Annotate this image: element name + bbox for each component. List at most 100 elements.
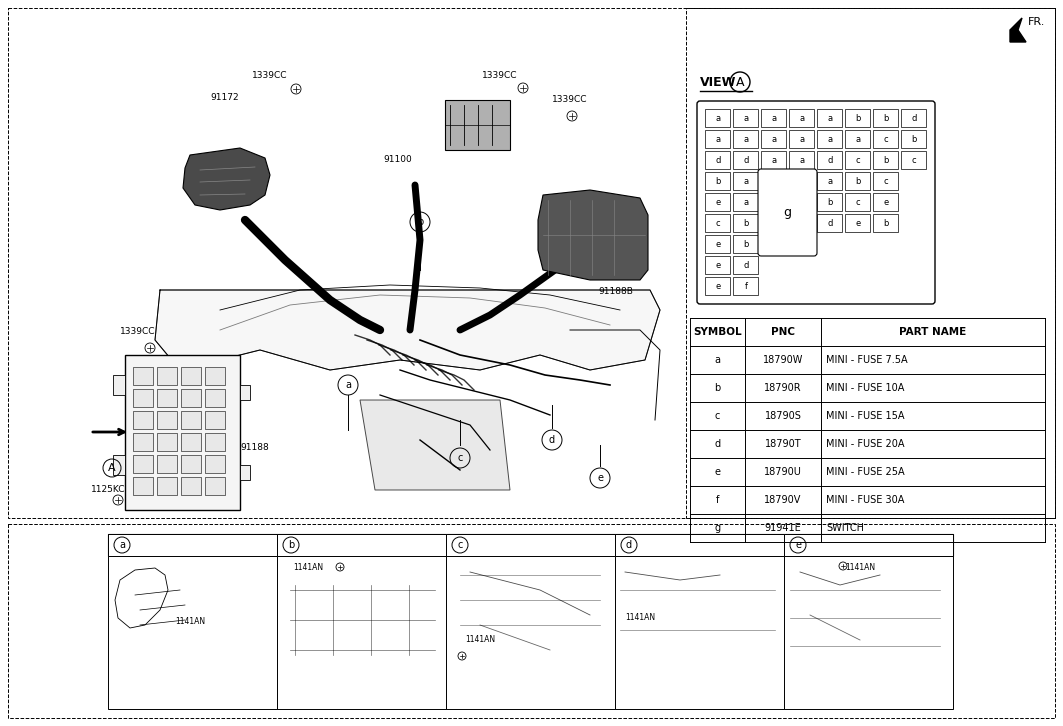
Text: d: d [743,261,748,270]
Bar [108,534,277,556]
Text: VIEW: VIEW [701,76,737,89]
Polygon shape [1010,18,1026,42]
Text: c: c [856,198,860,207]
Text: MINI - FUSE 7.5A: MINI - FUSE 7.5A [826,355,908,365]
Bar [733,256,758,274]
Text: a: a [715,114,721,123]
Bar [181,367,201,385]
Text: f: f [715,495,720,505]
Text: b: b [743,240,748,249]
Bar [784,556,954,709]
Text: c: c [883,135,889,144]
Bar [873,151,898,169]
Bar [181,411,201,429]
Text: 1339CC: 1339CC [120,327,156,336]
Bar [205,411,225,429]
Bar [789,109,814,127]
Bar [733,172,758,190]
Text: a: a [856,135,861,144]
Text: e: e [715,240,721,249]
Bar [615,556,784,709]
Bar [845,130,870,148]
Text: a: a [345,380,351,390]
Bar [108,534,954,556]
Bar [705,109,730,127]
Text: e: e [883,198,889,207]
Bar [761,109,786,127]
Text: FR.: FR. [1028,17,1045,27]
Text: a: a [715,135,721,144]
Text: 1141AN: 1141AN [175,618,205,627]
Text: d: d [715,156,721,165]
Bar [873,130,898,148]
Bar [873,193,898,211]
Text: b: b [883,114,889,123]
Text: e: e [715,261,721,270]
Text: MINI - FUSE 15A: MINI - FUSE 15A [826,411,905,421]
Bar [705,193,730,211]
Bar [845,109,870,127]
Bar [873,214,898,232]
Text: b: b [856,114,861,123]
Bar [181,455,201,473]
Text: a: a [772,135,777,144]
Bar [9,524,1054,718]
Text: 91941E: 91941E [764,523,802,533]
Bar [615,534,784,556]
Text: 18790S: 18790S [764,411,802,421]
Text: d: d [911,114,916,123]
Text: a: a [799,156,805,165]
Text: d: d [549,435,555,445]
Bar [705,172,730,190]
Text: b: b [883,219,889,228]
Bar [205,477,225,495]
Bar [181,477,201,495]
Bar [733,214,758,232]
Bar [733,151,758,169]
Text: a: a [799,114,805,123]
Bar [125,355,240,510]
Text: c: c [912,156,916,165]
Text: 18790R: 18790R [764,383,802,393]
Bar [157,455,178,473]
Text: b: b [883,156,889,165]
Text: b: b [827,198,832,207]
Bar [761,130,786,148]
Text: e: e [856,219,861,228]
Bar [705,130,730,148]
Bar [705,151,730,169]
Bar [901,151,926,169]
Text: 91172: 91172 [210,92,239,102]
Text: b: b [743,219,748,228]
Text: SWITCH: SWITCH [826,523,864,533]
Bar [133,367,153,385]
Bar [705,277,730,295]
Bar [845,172,870,190]
Polygon shape [183,148,270,210]
Bar [761,151,786,169]
Text: a: a [772,114,777,123]
Text: 1339CC: 1339CC [553,96,588,105]
Text: e: e [715,198,721,207]
Bar [901,109,926,127]
Text: c: c [883,177,889,186]
Text: 91100: 91100 [384,155,412,165]
Text: b: b [856,177,861,186]
Bar [205,367,225,385]
Bar [817,130,842,148]
Text: PART NAME: PART NAME [899,327,966,337]
Text: c: c [714,411,721,421]
Bar [845,151,870,169]
Bar [240,465,250,480]
Bar [789,151,814,169]
Text: g: g [783,206,792,219]
Bar [113,455,125,475]
Text: 91188B: 91188B [598,287,632,296]
Text: a: a [799,135,805,144]
Bar [157,367,178,385]
Text: MINI - FUSE 25A: MINI - FUSE 25A [826,467,905,477]
Text: a: a [743,114,748,123]
Text: A: A [736,76,744,89]
Polygon shape [538,190,648,280]
Bar [157,389,178,407]
